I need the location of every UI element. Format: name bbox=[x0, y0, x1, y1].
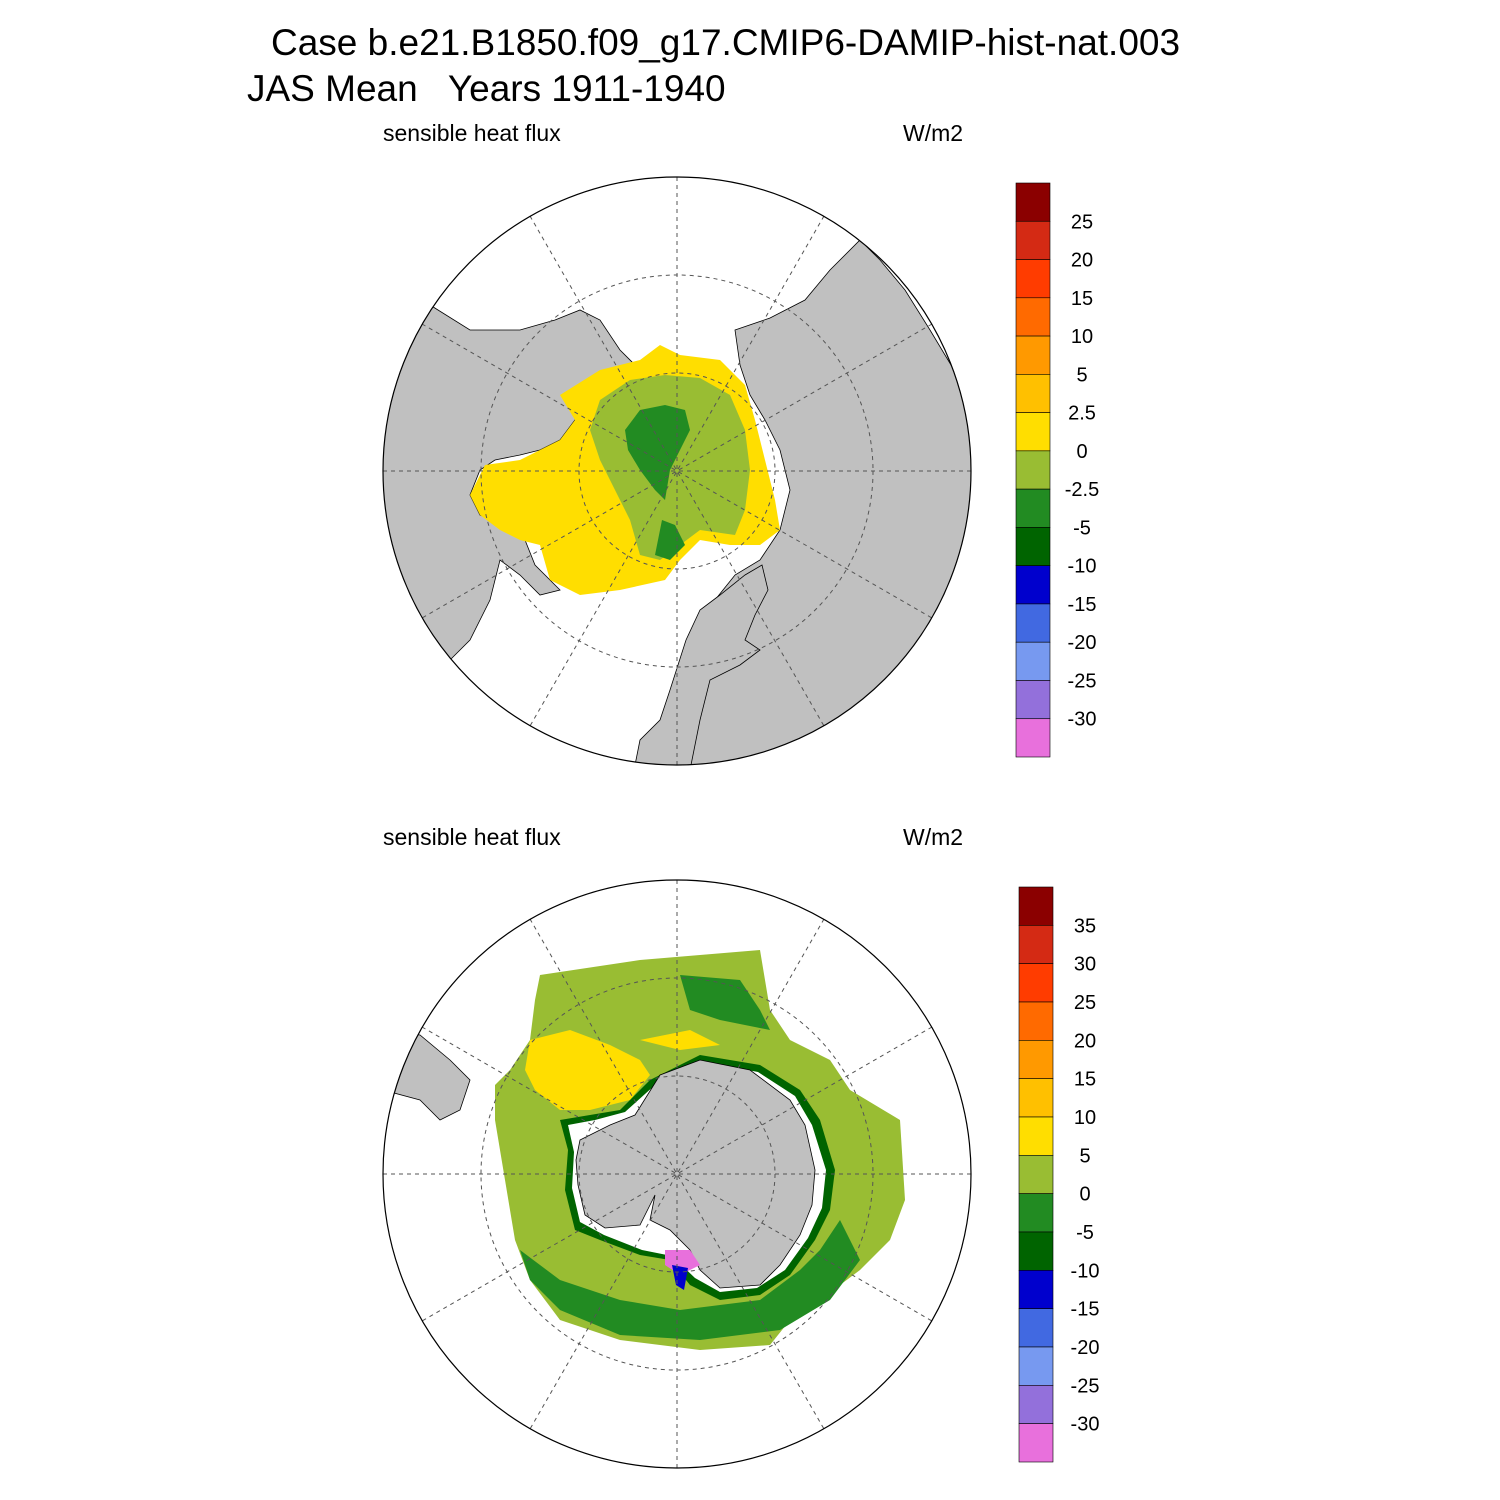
north-colorbar-tick-label: -20 bbox=[1068, 632, 1097, 654]
north-panel-units-label: W/m2 bbox=[903, 120, 964, 146]
south-colorbar-swatch bbox=[1018, 1231, 1054, 1271]
north-colorbar-swatch bbox=[1015, 335, 1051, 375]
south-colorbar-tick-label: 25 bbox=[1074, 992, 1096, 1014]
south-colorbar-tick-label: 30 bbox=[1074, 954, 1096, 976]
north-graticule bbox=[383, 177, 971, 765]
north-dark-green-region bbox=[625, 405, 690, 500]
south-colorbar: 35 30 25 20 15 10 5 0 -5 -10 -15 -20 -25 -30 bbox=[1018, 886, 1100, 1463]
north-colorbar-tick-label: 15 bbox=[1071, 288, 1093, 310]
south-map-border bbox=[382, 879, 972, 1469]
south-colorbar-tick-label: -25 bbox=[1071, 1375, 1100, 1397]
south-colorbar-swatch bbox=[1018, 1001, 1054, 1041]
south-colorbar-swatch bbox=[1018, 1155, 1054, 1194]
south-colorbar-swatch bbox=[1018, 1040, 1054, 1079]
south-polar-map bbox=[382, 879, 972, 1469]
south-colorbar-swatch bbox=[1018, 1385, 1054, 1424]
north-colorbar-tick-label: 20 bbox=[1071, 250, 1093, 272]
north-colorbar-swatch bbox=[1015, 297, 1051, 337]
south-colorbar-tick-label: -20 bbox=[1071, 1337, 1100, 1359]
north-colorbar-swatch bbox=[1015, 718, 1051, 758]
north-colorbar-swatch bbox=[1015, 220, 1051, 260]
north-colorbar-tick-label: 0 bbox=[1076, 441, 1087, 463]
south-colorbar-swatch bbox=[1018, 963, 1054, 1003]
south-colorbar-swatch bbox=[1018, 1116, 1054, 1156]
north-colorbar-tick-label: -10 bbox=[1068, 556, 1097, 578]
north-colorbar-tick-label: 5 bbox=[1076, 364, 1087, 386]
south-colorbar-swatch bbox=[1018, 1078, 1054, 1118]
south-panel-variable-label: sensible heat flux bbox=[383, 824, 561, 850]
north-colorbar-swatch bbox=[1015, 565, 1051, 605]
south-dark-green-band-top bbox=[680, 975, 770, 1030]
north-colorbar-swatch bbox=[1015, 488, 1051, 528]
south-colorbar-swatch bbox=[1018, 1346, 1054, 1386]
south-yellow-region bbox=[525, 1030, 650, 1110]
south-colorbar-tick-label: 0 bbox=[1079, 1184, 1090, 1206]
north-colorbar-tick-label: -15 bbox=[1068, 594, 1097, 616]
north-panel-variable-label: sensible heat flux bbox=[383, 120, 561, 146]
south-colorbar-swatch bbox=[1018, 1423, 1054, 1463]
south-colorbar-tick-label: -30 bbox=[1071, 1414, 1100, 1436]
south-graticule bbox=[383, 880, 971, 1468]
figure-title-line1: Case b.e21.B1850.f09_g17.CMIP6-DAMIP-his… bbox=[271, 22, 1181, 63]
south-colorbar-tick-label: 20 bbox=[1074, 1030, 1096, 1052]
north-colorbar-swatch bbox=[1015, 412, 1051, 452]
north-colorbar-swatch bbox=[1015, 450, 1051, 490]
north-colorbar-tick-label: -30 bbox=[1068, 709, 1097, 731]
south-colorbar-tick-label: 5 bbox=[1079, 1145, 1090, 1167]
north-colorbar-tick-label: 2.5 bbox=[1068, 403, 1096, 425]
south-dark-green-band-bottom bbox=[520, 1220, 860, 1340]
north-colorbar-swatch bbox=[1015, 259, 1051, 299]
north-land-europe bbox=[634, 564, 769, 765]
south-colorbar-swatch bbox=[1018, 886, 1054, 926]
north-colorbar-swatch bbox=[1015, 182, 1051, 222]
north-map-border bbox=[382, 176, 972, 766]
north-colorbar-tick-label: 25 bbox=[1071, 211, 1093, 233]
north-colorbar-swatch bbox=[1015, 374, 1051, 413]
north-colorbar: 25 20 15 10 5 2.5 0 -2.5 -5 -10 -15 -20 -25 -30 bbox=[1015, 182, 1099, 758]
north-colorbar-swatch bbox=[1015, 527, 1051, 566]
south-panel-units-label: W/m2 bbox=[903, 824, 964, 850]
south-colorbar-tick-label: 10 bbox=[1074, 1107, 1096, 1129]
north-colorbar-tick-label: 10 bbox=[1071, 326, 1093, 348]
north-colorbar-swatch bbox=[1015, 603, 1051, 643]
north-colorbar-swatch bbox=[1015, 680, 1051, 720]
south-colorbar-swatch bbox=[1018, 1193, 1054, 1233]
south-colorbar-tick-label: -15 bbox=[1071, 1299, 1100, 1321]
south-yellow-arc bbox=[640, 1030, 720, 1050]
south-colorbar-swatch bbox=[1018, 1270, 1054, 1309]
north-colorbar-tick-label: -25 bbox=[1068, 670, 1097, 692]
north-colorbar-swatch bbox=[1015, 641, 1051, 681]
south-colorbar-tick-label: -10 bbox=[1071, 1260, 1100, 1282]
north-colorbar-tick-label: -2.5 bbox=[1065, 479, 1099, 501]
south-colorbar-tick-label: 35 bbox=[1074, 915, 1096, 937]
south-colorbar-swatch bbox=[1018, 1308, 1054, 1348]
south-colorbar-swatch bbox=[1018, 925, 1054, 964]
south-colorbar-tick-label: -5 bbox=[1076, 1222, 1094, 1244]
figure-title-line2: JAS Mean Years 1911-1940 bbox=[247, 68, 726, 109]
south-colorbar-tick-label: 15 bbox=[1074, 1069, 1096, 1091]
north-colorbar-tick-label: -5 bbox=[1073, 517, 1091, 539]
north-polar-map bbox=[382, 176, 972, 766]
